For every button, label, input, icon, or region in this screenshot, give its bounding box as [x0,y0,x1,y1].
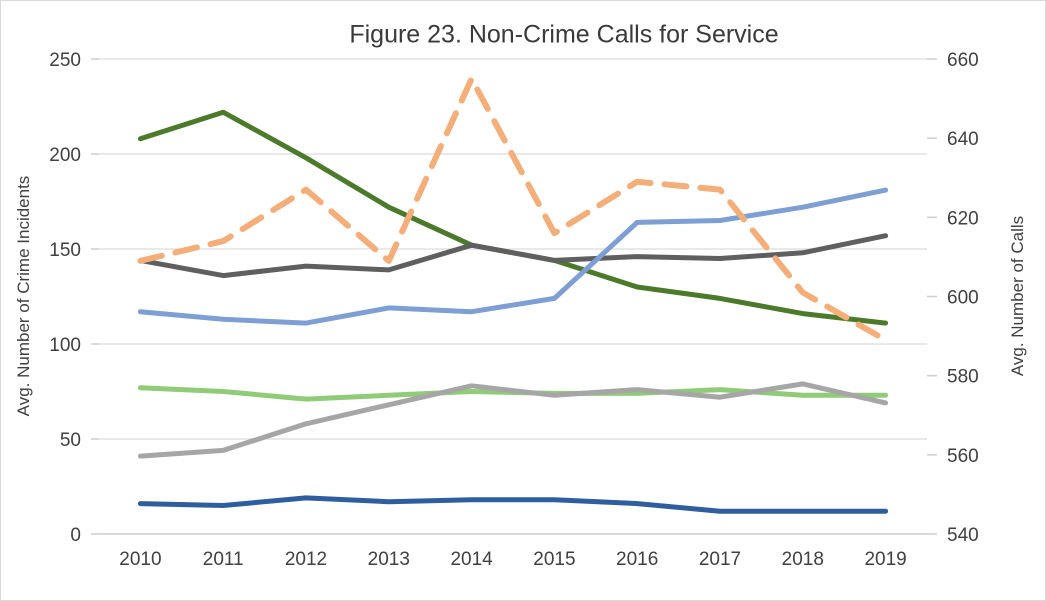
y-axis-left-title: Avg. Number of Crime Incidents [14,176,33,417]
gridlines [99,58,927,535]
x-axis-tick-label: 2016 [616,549,658,570]
dark-gray-series [137,233,889,279]
orange-dashed-calls-series [137,75,889,344]
medium-blue-series [137,187,889,326]
y-axis-left-tick-label: 50 [60,430,81,451]
x-axis-tick-label: 2019 [864,549,906,570]
x-axis-tick-label: 2014 [450,549,493,570]
y-axis-left-tick-label: 200 [49,145,81,166]
x-axis-tick-label: 2013 [368,549,410,570]
y-axis-right-tick-label: 580 [947,367,979,388]
chart-title: Figure 23. Non-Crime Calls for Service [349,21,778,49]
y-axis-left-tick-labels: 0 50 100 150 200 250 [49,50,99,546]
y-axis-right-tick-label: 600 [947,288,979,309]
y-axis-left-tick-label: 250 [49,50,81,71]
x-axis-tick-label: 2010 [119,549,161,570]
x-axis-tick-label: 2017 [699,549,741,570]
x-axis-tick-label: 2012 [285,549,327,570]
y-axis-left-tick-label: 0 [70,525,81,546]
y-axis-right-tick-label: 540 [947,525,979,546]
y-axis-right-title: Avg. Number of Calls [1008,216,1027,376]
y-axis-left-tick-label: 150 [49,240,81,261]
dark-blue-series [137,495,889,514]
x-axis-tick-label: 2011 [203,549,244,570]
y-axis-right-tick-label: 660 [947,50,979,71]
y-axis-right-tick-labels: 540 560 580 600 620 640 660 [927,50,979,546]
x-axis-tick-labels: 2010 2011 2012 2013 2014 2015 2016 2017 2018 2019 [119,549,906,570]
series-lines [137,75,889,514]
y-axis-right-tick-label: 640 [947,129,979,150]
y-axis-right-tick-label: 620 [947,208,979,229]
light-gray-series [137,381,889,459]
x-axis-tick-label: 2015 [533,549,575,570]
dark-green-series [137,109,889,326]
y-axis-left-tick-label: 100 [49,335,81,356]
x-axis-tick-label: 2018 [782,549,824,570]
y-axis-right-tick-label: 560 [947,446,979,467]
